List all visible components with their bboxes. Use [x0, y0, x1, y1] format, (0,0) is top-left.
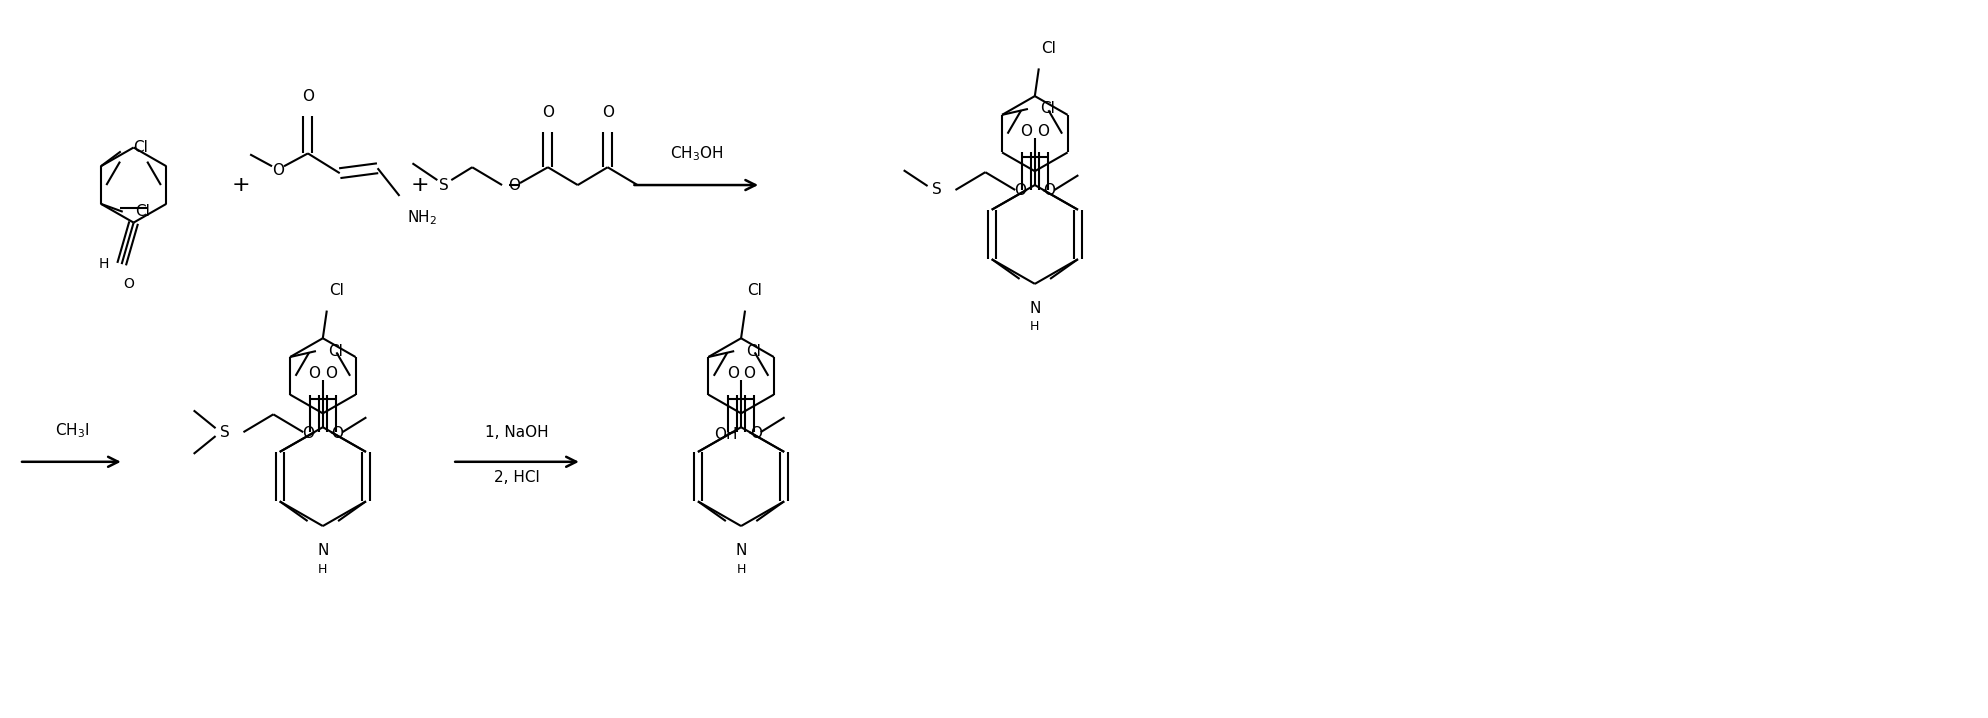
Text: O: O: [744, 365, 755, 381]
Text: Cl: Cl: [746, 344, 761, 358]
Text: O: O: [602, 105, 614, 120]
Text: O: O: [1014, 184, 1026, 198]
Text: H: H: [736, 563, 746, 576]
Text: 2, HCl: 2, HCl: [495, 470, 541, 485]
Text: O: O: [302, 89, 314, 104]
Text: O: O: [272, 163, 284, 178]
Text: O: O: [728, 365, 740, 381]
Text: O: O: [749, 426, 761, 441]
Text: S: S: [221, 424, 229, 439]
Text: CH$_3$OH: CH$_3$OH: [670, 144, 724, 163]
Text: Cl: Cl: [1040, 101, 1056, 116]
Text: O: O: [1038, 123, 1050, 139]
Text: H: H: [97, 257, 109, 271]
Text: O: O: [1020, 123, 1032, 139]
Text: H: H: [318, 563, 328, 576]
Text: N: N: [318, 543, 328, 558]
Text: O: O: [326, 365, 338, 381]
Text: O: O: [1044, 184, 1056, 198]
Text: Cl: Cl: [747, 283, 761, 298]
Text: O: O: [543, 105, 555, 120]
Text: S: S: [932, 182, 942, 197]
Text: O: O: [509, 177, 521, 192]
Text: N: N: [1030, 301, 1040, 316]
Text: +: +: [412, 175, 429, 195]
Text: CH$_3$I: CH$_3$I: [54, 421, 89, 440]
Text: O: O: [302, 426, 314, 441]
Text: +: +: [233, 175, 250, 195]
Text: OH: OH: [714, 426, 738, 442]
Text: Cl: Cl: [1042, 40, 1056, 55]
Text: Cl: Cl: [328, 344, 342, 358]
Text: 1, NaOH: 1, NaOH: [485, 425, 549, 440]
Text: Cl: Cl: [135, 204, 149, 219]
Text: O: O: [123, 277, 133, 291]
Text: NH$_2$: NH$_2$: [408, 209, 437, 228]
Text: N: N: [736, 543, 747, 558]
Text: O: O: [308, 365, 320, 381]
Text: H: H: [1030, 320, 1040, 333]
Text: S: S: [439, 177, 449, 192]
Text: O: O: [332, 426, 344, 441]
Text: Cl: Cl: [133, 140, 147, 155]
Text: Cl: Cl: [328, 283, 344, 298]
